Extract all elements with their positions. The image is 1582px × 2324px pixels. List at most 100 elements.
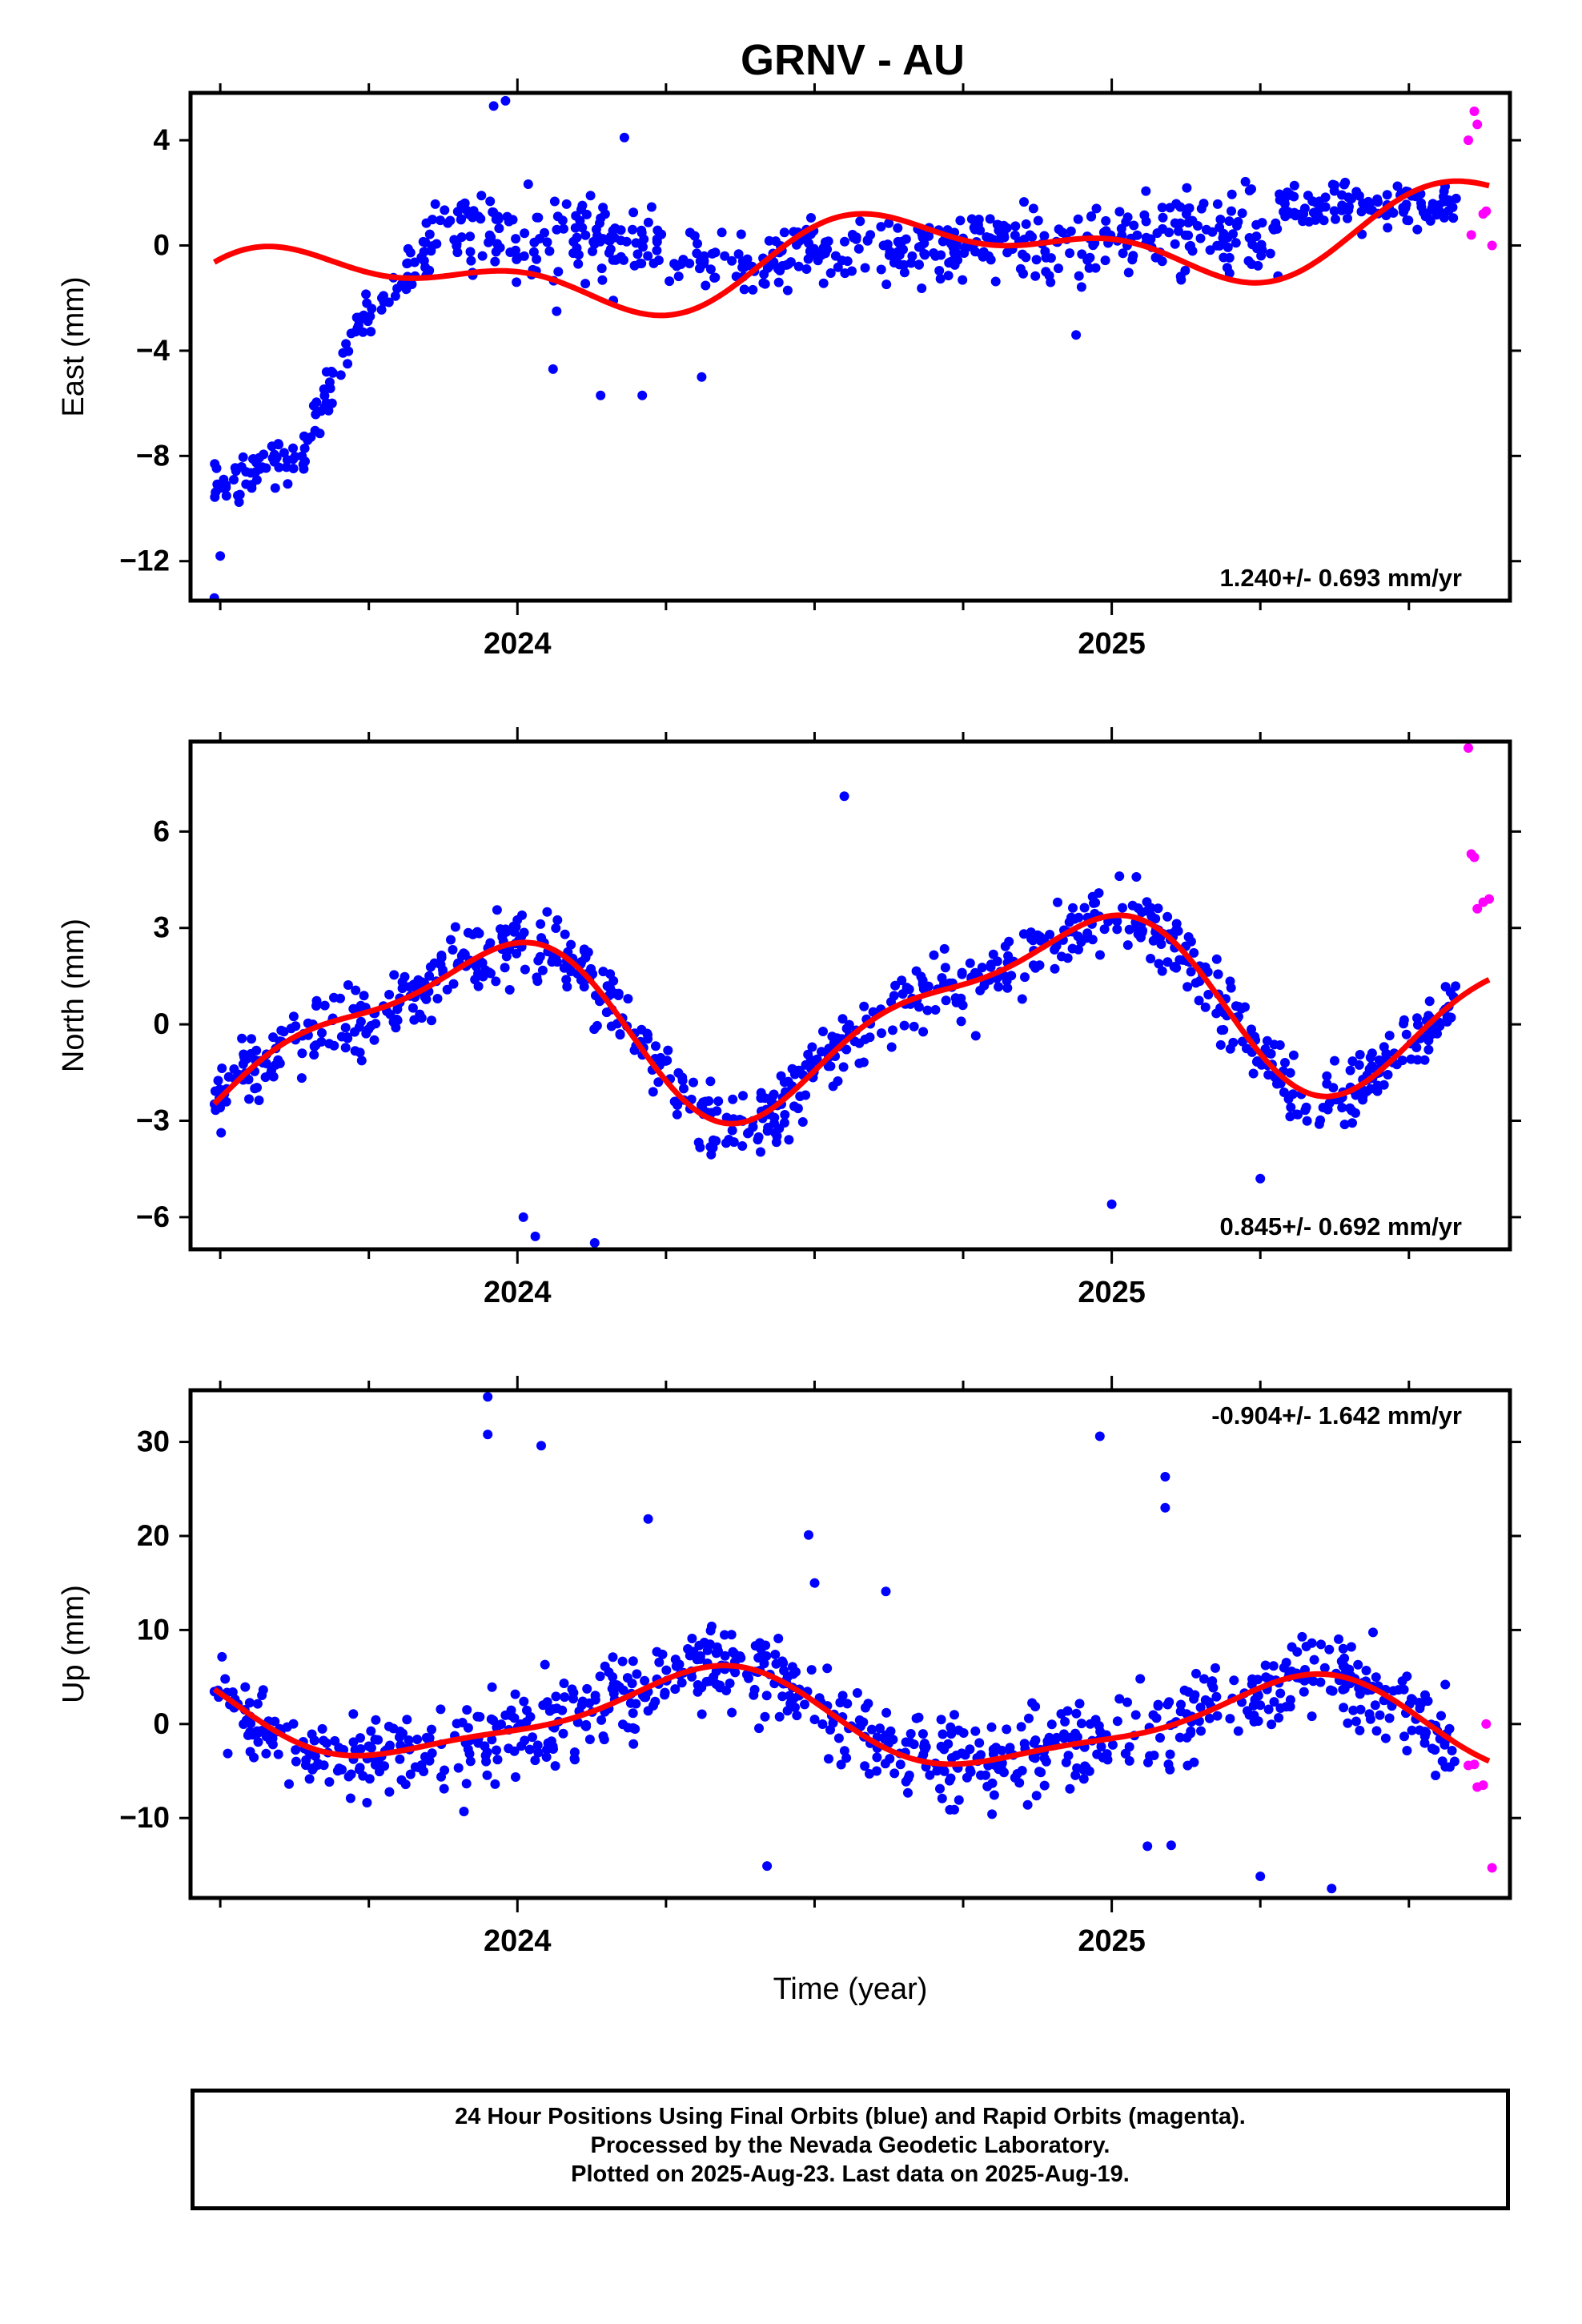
final-orbit-point <box>1281 1702 1291 1712</box>
final-orbit-point <box>654 1657 665 1667</box>
final-orbit-point <box>727 1125 737 1136</box>
final-orbit-point <box>650 1696 661 1707</box>
final-orbit-point <box>490 256 500 267</box>
final-orbit-point <box>1101 215 1111 226</box>
final-orbit-point <box>1423 1011 1434 1021</box>
final-orbit-point <box>1194 995 1204 1006</box>
final-orbit-point <box>773 1634 784 1643</box>
final-orbit-point <box>577 1696 588 1707</box>
final-orbit-point <box>1289 191 1299 202</box>
final-orbit-point <box>632 249 643 259</box>
final-orbit-point <box>828 1081 838 1092</box>
final-orbit-point <box>1112 916 1122 927</box>
final-orbit-point <box>781 259 792 270</box>
final-orbit-point <box>243 1075 254 1084</box>
final-orbit-point <box>1160 1472 1170 1482</box>
final-orbit-point <box>358 1771 368 1781</box>
final-orbit-point <box>1302 1116 1312 1126</box>
final-orbit-point <box>1402 1746 1412 1755</box>
final-orbit-point <box>592 1020 602 1031</box>
final-orbit-point <box>685 1651 695 1661</box>
final-orbit-point <box>958 275 968 285</box>
rapid-orbit-point <box>1469 1759 1480 1770</box>
y-tick-label: −4 <box>136 334 171 367</box>
final-orbit-point <box>258 1685 268 1695</box>
final-orbit-point <box>875 1723 885 1734</box>
final-orbit-point <box>1028 960 1038 971</box>
x-tick-label: 2025 <box>1078 627 1146 661</box>
final-orbit-point <box>1017 1766 1027 1775</box>
final-orbit-point <box>560 929 570 939</box>
final-orbit-point <box>1337 1103 1347 1113</box>
final-orbit-point <box>1407 1725 1417 1735</box>
final-orbit-point <box>288 1011 299 1022</box>
final-orbit-point <box>841 1753 852 1763</box>
final-orbit-point <box>355 1016 366 1027</box>
final-orbit-point <box>432 994 443 1003</box>
final-orbit-point <box>598 234 608 244</box>
final-orbit-point <box>291 1756 301 1767</box>
final-orbit-point <box>643 1514 653 1524</box>
final-orbit-point <box>597 275 608 285</box>
final-orbit-point <box>343 1033 353 1043</box>
final-orbit-point <box>223 1748 233 1759</box>
final-orbit-point <box>505 247 516 257</box>
final-orbit-point <box>405 1769 416 1779</box>
final-orbit-point <box>1329 206 1339 216</box>
final-orbit-point <box>1205 245 1215 255</box>
final-orbit-point <box>420 992 430 1002</box>
final-orbit-point <box>1051 1732 1062 1743</box>
final-orbit-point <box>939 943 950 954</box>
final-orbit-point <box>1114 871 1125 882</box>
final-orbit-point <box>1265 248 1275 259</box>
final-orbit-point <box>238 1059 248 1069</box>
x-tick-label: 2024 <box>484 627 552 661</box>
final-orbit-point <box>259 449 269 460</box>
final-orbit-point <box>219 474 229 485</box>
final-orbit-point <box>1431 1771 1441 1780</box>
final-orbit-point <box>974 1738 985 1748</box>
final-orbit-point <box>416 1760 427 1771</box>
final-orbit-point <box>1365 1084 1375 1094</box>
final-orbit-point <box>533 955 544 966</box>
final-orbit-point <box>288 454 299 464</box>
final-orbit-point <box>248 454 259 464</box>
final-orbit-point <box>229 475 239 485</box>
final-orbit-point <box>1212 240 1223 251</box>
final-orbit-point <box>672 1109 682 1120</box>
final-orbit-point <box>389 970 400 980</box>
final-orbit-point <box>1286 1102 1296 1112</box>
final-orbit-point <box>512 277 522 287</box>
final-orbit-point <box>1067 943 1078 954</box>
final-orbit-point <box>464 1749 475 1759</box>
final-orbit-point <box>813 251 823 261</box>
final-orbit-point <box>618 1685 628 1695</box>
final-orbit-point <box>636 225 647 235</box>
final-orbit-point <box>940 963 950 973</box>
final-orbit-point <box>897 975 907 986</box>
final-orbit-point <box>1046 1719 1057 1730</box>
final-orbit-point <box>296 1073 307 1084</box>
final-orbit-point <box>1225 976 1235 987</box>
final-orbit-point <box>770 1650 781 1659</box>
final-orbit-point <box>833 1733 844 1743</box>
final-orbit-point <box>540 1659 550 1670</box>
final-orbit-point <box>580 279 591 289</box>
final-orbit-point <box>1439 212 1449 223</box>
final-orbit-point <box>215 551 226 561</box>
north-panel: −6 −3 0 3 6 2024 2025 North (mm) 0.845+/- 0.692 … <box>57 727 1521 1309</box>
final-orbit-point <box>583 947 593 958</box>
final-orbit-point <box>705 1626 716 1636</box>
final-orbit-point <box>566 967 576 976</box>
final-orbit-point <box>976 1750 986 1760</box>
final-orbit-point <box>1146 954 1156 963</box>
final-orbit-point <box>761 1691 772 1701</box>
final-orbit-point <box>1427 199 1438 209</box>
final-orbit-point <box>797 1117 808 1127</box>
final-orbit-point <box>951 1751 962 1760</box>
final-orbit-point <box>725 1679 735 1688</box>
final-orbit-point <box>1436 1711 1446 1721</box>
final-orbit-point <box>1201 224 1211 235</box>
final-orbit-point <box>1124 1755 1134 1766</box>
final-orbit-point <box>872 1766 881 1776</box>
